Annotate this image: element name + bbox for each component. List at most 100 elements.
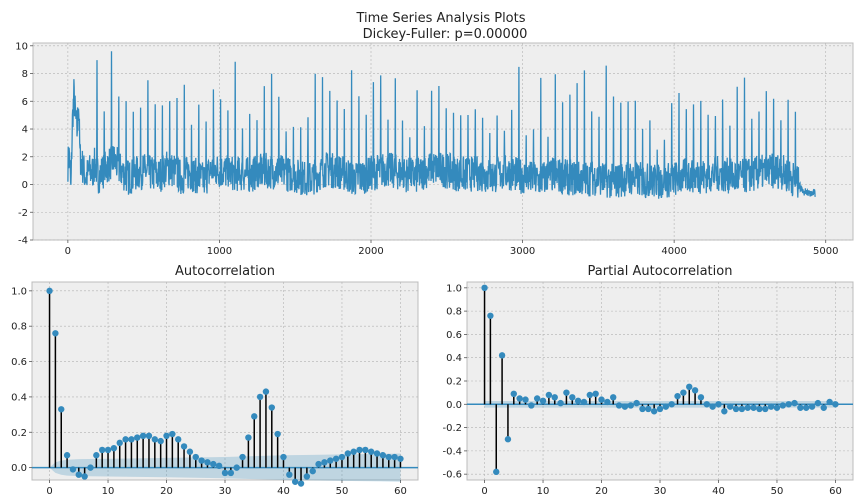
acf-point — [116, 439, 123, 447]
time-series-ticks: 0 1000 2000 3000 4000 5000 -4 -2 0 2 4 6 8 10 — [15, 41, 838, 257]
time-series-y-tick-label: -2 — [18, 208, 28, 219]
pacf-x-tick-label: 50 — [771, 486, 784, 497]
acf-point — [175, 436, 182, 443]
pacf-point — [832, 401, 839, 408]
acf-point — [280, 453, 287, 461]
acf-point — [128, 436, 135, 443]
time-series-x-tick-label: 0 — [65, 246, 71, 257]
pacf-y-tick-label: 0.6 — [446, 330, 462, 341]
pacf-point — [539, 397, 547, 404]
pacf-plot — [467, 284, 853, 476]
acf-point — [350, 448, 357, 455]
time-series-y-tick-label: 2 — [22, 152, 28, 163]
time-series-plot — [67, 51, 816, 199]
acf-point — [63, 452, 71, 459]
acf-point — [362, 446, 369, 454]
pacf-chart: Partial Autocorrelation 0 10 20 30 40 50 60 -0.… — [442, 264, 854, 497]
acf-point — [192, 453, 199, 461]
pacf-point — [680, 389, 687, 396]
figure-title-line-2: Dickey-Fuller: p=0.00000 — [363, 27, 528, 42]
pacf-point — [633, 399, 640, 407]
acf-point — [87, 464, 94, 471]
pacf-point — [779, 402, 787, 409]
pacf-y-tick-label: 1.0 — [446, 283, 462, 294]
pacf-point — [498, 352, 506, 359]
acf-point — [215, 462, 223, 470]
pacf-y-tick-label: -0.4 — [442, 446, 462, 457]
pacf-point — [709, 403, 716, 410]
acf-point — [46, 287, 53, 295]
acf-point — [268, 404, 275, 411]
acf-y-tick-label: 1.0 — [11, 286, 27, 297]
acf-point — [309, 467, 316, 475]
acf-point — [344, 450, 352, 457]
pacf-point — [662, 403, 670, 410]
pacf-point — [586, 391, 594, 399]
acf-y-tick-label: 0.0 — [11, 463, 27, 474]
pacf-y-tick-label: -0.2 — [442, 423, 462, 434]
acf-point — [397, 455, 404, 462]
pacf-title: Partial Autocorrelation — [588, 264, 733, 279]
pacf-point — [721, 408, 728, 415]
acf-point — [385, 453, 392, 461]
pacf-point — [487, 312, 494, 319]
acf-point — [110, 444, 118, 452]
acf-point — [134, 434, 141, 441]
time-series-x-tick-label: 2000 — [358, 246, 383, 257]
pacf-point — [697, 394, 705, 401]
pacf-point — [650, 408, 658, 415]
time-series-x-tick-label: 1000 — [207, 246, 232, 257]
pacf-y-tick-label: 0.0 — [446, 400, 462, 411]
acf-point — [163, 432, 170, 440]
pacf-point — [738, 405, 746, 413]
acf-y-tick-label: 0.2 — [11, 428, 27, 439]
pacf-point — [604, 398, 611, 406]
pacf-point — [569, 394, 576, 401]
acf-x-tick-label: 20 — [160, 486, 173, 497]
time-series-x-tick-label: 5000 — [813, 246, 838, 257]
time-series-y-tick-label: -4 — [18, 236, 28, 247]
pacf-point — [773, 404, 781, 411]
acf-point — [58, 406, 65, 413]
acf-point — [139, 432, 147, 440]
pacf-point — [826, 398, 833, 406]
pacf-point — [563, 389, 570, 396]
acf-ticks: 0 10 20 30 40 50 60 0.0 0.2 0.4 0.6 0.8 1.0 — [11, 286, 407, 497]
acf-y-tick-label: 0.8 — [11, 322, 27, 333]
pacf-point — [533, 395, 541, 402]
pacf-point — [516, 395, 523, 402]
pacf-point — [510, 390, 517, 398]
acf-point — [245, 434, 252, 441]
pacf-point — [686, 383, 693, 391]
pacf-x-tick-label: 10 — [537, 486, 550, 497]
pacf-point — [621, 403, 629, 410]
pacf-point — [639, 405, 646, 413]
time-series-x-tick-label: 3000 — [510, 246, 535, 257]
pacf-point — [797, 404, 804, 411]
acf-point — [262, 388, 270, 395]
acf-point — [368, 448, 375, 455]
pacf-point — [627, 402, 634, 409]
acf-point — [186, 448, 194, 455]
pacf-y-tick-label: 0.8 — [446, 307, 462, 318]
acf-x-tick-label: 40 — [277, 486, 290, 497]
pacf-point — [545, 391, 553, 399]
pacf-point — [574, 397, 582, 404]
acf-point — [274, 430, 281, 438]
acf-point — [303, 473, 311, 480]
acf-point — [256, 393, 264, 401]
time-series-y-tick-label: 0 — [22, 180, 28, 191]
pacf-y-tick-label: -0.6 — [442, 470, 462, 481]
pacf-point — [522, 396, 529, 403]
pacf-point — [715, 401, 722, 408]
pacf-point — [493, 468, 500, 476]
time-series-y-tick-label: 8 — [22, 69, 28, 80]
pacf-point — [732, 405, 740, 413]
acf-point — [145, 432, 153, 440]
acf-point — [379, 452, 387, 459]
pacf-point — [820, 404, 827, 411]
acf-point — [52, 330, 59, 337]
pacf-x-tick-label: 30 — [654, 486, 667, 497]
pacf-point — [504, 436, 512, 443]
pacf-x-tick-label: 60 — [829, 486, 842, 497]
